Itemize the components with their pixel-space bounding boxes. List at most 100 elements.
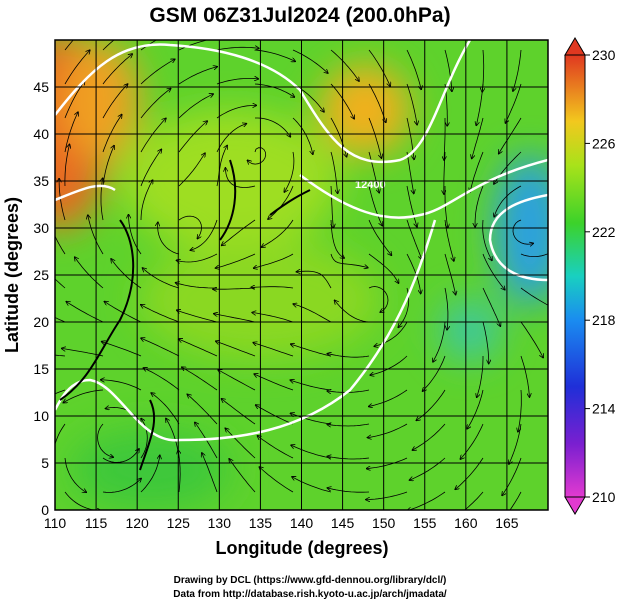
streamline xyxy=(178,121,207,153)
streamline xyxy=(221,399,256,425)
streamline xyxy=(482,253,505,290)
streamline xyxy=(256,405,294,425)
streamline xyxy=(520,253,548,257)
streamline xyxy=(143,268,180,289)
y-tick-label: 20 xyxy=(33,314,49,330)
x-axis-label: Longitude (degrees) xyxy=(215,538,388,558)
streamline xyxy=(55,316,66,323)
streamline xyxy=(408,491,446,510)
streamline xyxy=(218,370,256,391)
streamline xyxy=(406,253,421,294)
streamline xyxy=(520,355,530,397)
streamline xyxy=(225,428,256,459)
streamline xyxy=(368,117,382,158)
y-tick-label: 15 xyxy=(33,361,49,377)
streamline xyxy=(102,479,141,493)
streamline xyxy=(140,59,175,85)
footer-line: Drawing by DCL (https://www.gfd-dennou.o… xyxy=(174,575,447,586)
streamline xyxy=(406,219,422,259)
streamline xyxy=(102,342,142,357)
streamline xyxy=(512,219,533,244)
contour-label: 12400 xyxy=(355,179,386,191)
streamline xyxy=(140,149,161,187)
streamline xyxy=(444,151,445,194)
streamline xyxy=(502,457,522,495)
streamline xyxy=(216,253,256,268)
streamline xyxy=(182,367,218,391)
streamline xyxy=(66,302,104,323)
streamline xyxy=(406,83,417,125)
streamline xyxy=(444,219,454,261)
streamline xyxy=(464,491,484,510)
streamline xyxy=(297,271,332,289)
x-tick-label: 150 xyxy=(372,515,396,531)
streamline xyxy=(291,445,332,459)
streamline xyxy=(368,185,382,226)
streamline xyxy=(64,40,74,51)
streamline xyxy=(216,105,256,119)
colorbar-tick-label: 230 xyxy=(592,47,616,63)
streamline xyxy=(143,368,180,391)
streamline xyxy=(368,151,379,193)
streamline xyxy=(141,419,148,459)
streamline xyxy=(368,49,390,86)
streamline xyxy=(247,147,267,164)
streamline xyxy=(290,380,332,391)
x-tick-label: 160 xyxy=(454,515,478,531)
y-tick-label: 10 xyxy=(33,408,49,424)
x-tick-label: 115 xyxy=(85,515,108,531)
streamline xyxy=(367,457,408,469)
colorbar-tick-label: 210 xyxy=(592,489,616,505)
streamline xyxy=(178,94,213,119)
streamline xyxy=(505,83,522,123)
streamline xyxy=(213,288,256,289)
streamline xyxy=(253,343,294,357)
streamline xyxy=(102,115,122,153)
streamline xyxy=(102,40,115,51)
contours xyxy=(55,40,548,442)
streamline xyxy=(214,314,256,323)
streamline xyxy=(330,219,344,258)
colorbar-tick-label: 222 xyxy=(592,224,616,240)
streamline xyxy=(141,305,180,323)
streamline xyxy=(177,310,218,323)
streamline xyxy=(335,300,370,323)
streamline xyxy=(330,151,338,193)
y-axis-label: Latitude (degrees) xyxy=(2,197,22,353)
streamline xyxy=(64,144,70,187)
colorbar-tick-label: 226 xyxy=(592,135,616,151)
x-tick-label: 155 xyxy=(413,515,437,531)
streamline xyxy=(222,219,256,245)
y-tick-label: 5 xyxy=(41,455,49,471)
streamline xyxy=(472,117,484,159)
y-tick-label: 45 xyxy=(33,79,49,95)
streamline xyxy=(179,339,218,357)
streamline xyxy=(216,78,258,85)
y-tick-label: 25 xyxy=(33,267,49,283)
y-tick-label: 40 xyxy=(33,126,49,142)
streamline xyxy=(55,354,66,357)
plot-frame xyxy=(54,39,549,511)
streamline xyxy=(330,185,333,228)
streamline xyxy=(327,488,370,493)
streamline xyxy=(255,117,290,137)
streamline xyxy=(368,286,389,313)
streamline xyxy=(482,321,489,364)
streamline xyxy=(158,222,180,255)
streamline xyxy=(140,89,171,119)
streamline xyxy=(368,253,399,283)
streamline xyxy=(140,455,160,493)
streamline xyxy=(467,389,484,429)
x-tick-label: 125 xyxy=(167,515,191,531)
streamline xyxy=(140,180,153,221)
streamline xyxy=(330,83,354,119)
streamline xyxy=(187,394,218,425)
streamline xyxy=(259,467,294,493)
colorbar-bottom-arrow xyxy=(564,496,586,515)
streamline xyxy=(444,186,448,228)
streamline xyxy=(292,49,328,73)
streamline xyxy=(370,355,408,375)
x-tick-label: 165 xyxy=(495,515,519,531)
streamline xyxy=(518,389,522,432)
streamline xyxy=(330,49,359,81)
